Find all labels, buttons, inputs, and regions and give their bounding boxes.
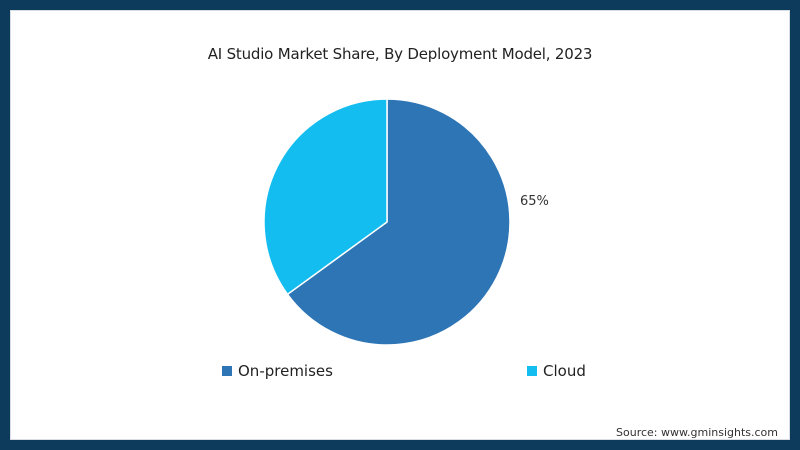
- legend-swatch-cloud: [527, 366, 537, 376]
- data-label-on-premises: 65%: [520, 194, 549, 209]
- source-credit: Source: www.gminsights.com: [616, 426, 778, 439]
- legend-swatch-on-premises: [222, 366, 232, 376]
- legend-item-cloud[interactable]: Cloud: [527, 362, 586, 380]
- legend-label: Cloud: [543, 362, 586, 380]
- legend-item-on-premises[interactable]: On-premises: [222, 362, 333, 380]
- pie-slice-cloud[interactable]: [263, 98, 388, 296]
- pie-slice-on-premises[interactable]: [286, 98, 511, 346]
- legend-label: On-premises: [238, 362, 333, 380]
- chart-title: AI Studio Market Share, By Deployment Mo…: [207, 45, 593, 63]
